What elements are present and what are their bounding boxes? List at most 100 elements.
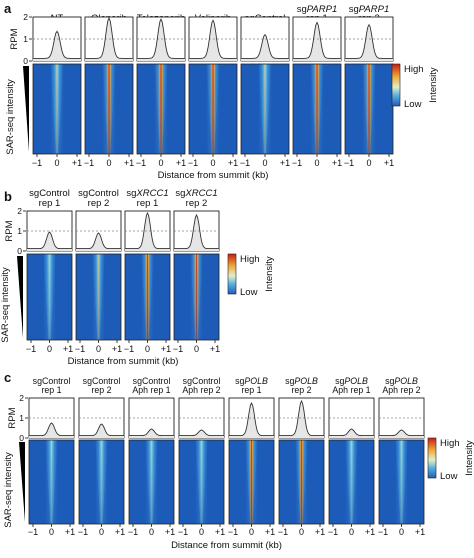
x-tick-label: 0 <box>145 344 150 354</box>
heatmap-fade <box>76 254 121 340</box>
heatmap-taper-left <box>229 440 251 524</box>
label-part: sg <box>235 376 244 386</box>
x-tick-label: +1 <box>228 158 238 168</box>
x-tick-label: −1 <box>26 344 36 354</box>
profile-area <box>137 19 185 61</box>
x-tick-label: −1 <box>240 158 250 168</box>
profile-ytick-label: 1 <box>19 413 24 423</box>
x-tick-label: 0 <box>96 344 101 354</box>
x-tick-label: +1 <box>415 527 425 537</box>
label-part: POLB <box>294 376 318 386</box>
sample-label: sgControl <box>83 376 121 386</box>
profile-ytick-label: 1 <box>23 34 28 44</box>
profile-area <box>189 20 237 61</box>
heatmap-taper-right <box>402 440 424 524</box>
profile-line <box>189 19 237 59</box>
heatmap-taper-left <box>241 64 264 154</box>
profile-line <box>27 231 72 250</box>
heatmap-fade <box>241 64 289 154</box>
heatmap-taper-left <box>137 64 160 154</box>
sar-intensity-label: SAR-seq intensity <box>5 79 16 155</box>
intensity-wedge <box>17 256 23 338</box>
sar-intensity-label: SAR-seq intensity <box>0 267 11 343</box>
x-tick-label: 0 <box>149 527 154 537</box>
profile-area <box>85 18 133 62</box>
heatmap-fade <box>29 440 74 524</box>
x-tick-label: 0 <box>314 158 319 168</box>
heatmap-taper-right <box>102 440 124 524</box>
x-tick-label: −1 <box>28 527 38 537</box>
sample-label-line2: rep 2 <box>88 198 110 209</box>
x-tick-label: 0 <box>299 527 304 537</box>
sample-label: sgPARP1 <box>297 4 338 15</box>
profile-line <box>241 33 289 59</box>
x-tick-label: 0 <box>54 158 59 168</box>
sar-intensity-label: SAR-seq intensity <box>3 452 14 528</box>
x-axis-label: Distance from summit (kb) <box>68 356 179 367</box>
sample-column: NT−10+1 <box>32 13 82 168</box>
heatmap-taper-right <box>50 254 72 340</box>
heatmap-fade <box>129 440 174 524</box>
panel-letter: a <box>4 1 12 16</box>
x-tick-label: −1 <box>278 527 288 537</box>
heatmap-taper-left <box>329 440 351 524</box>
profile-line <box>137 18 185 59</box>
heatmap-taper-right <box>197 254 219 340</box>
profile-line <box>129 428 174 437</box>
sample-label: sgControl <box>133 376 171 386</box>
x-tick-label: −1 <box>32 158 42 168</box>
sample-column: sgControl−10+1 <box>240 13 290 168</box>
heatmap-fade <box>174 254 219 340</box>
x-tick-label: 0 <box>99 527 104 537</box>
sample-label: sgPARP1 <box>349 4 390 15</box>
colorbar-low-label: Low <box>240 287 258 298</box>
profile-line <box>379 429 424 437</box>
x-tick-label: +1 <box>265 527 275 537</box>
heatmap-taper-left <box>174 254 196 340</box>
heatmap-taper-left <box>125 254 147 340</box>
heatmap-fade <box>345 64 393 154</box>
x-tick-label: −1 <box>75 344 85 354</box>
profile-ytick-label: 2 <box>23 12 28 22</box>
colorbar-low-label: Low <box>404 99 422 110</box>
x-tick-label: +1 <box>165 527 175 537</box>
x-tick-label: −1 <box>84 158 94 168</box>
colorbar-title: Intensity <box>428 67 439 103</box>
profile-line <box>33 30 81 59</box>
heatmap-fade <box>229 440 274 524</box>
heatmap-fade <box>293 64 341 154</box>
heatmap-fade <box>125 254 170 340</box>
x-tick-label: +1 <box>115 527 125 537</box>
rpm-label: RPM <box>7 407 18 428</box>
x-tick-label: −1 <box>378 527 388 537</box>
x-tick-label: −1 <box>292 158 302 168</box>
sample-label: sgControl <box>33 376 71 386</box>
x-tick-label: 0 <box>106 158 111 168</box>
sample-label-line2: Aph rep 1 <box>132 385 170 395</box>
heatmap-taper-left <box>379 440 401 524</box>
x-tick-label: +1 <box>210 344 220 354</box>
heatmap-taper-right <box>370 64 393 154</box>
profile-line <box>79 423 124 437</box>
sample-label: sgXRCC1 <box>175 188 217 199</box>
colorbar-high-label: High <box>240 254 260 265</box>
sample-label: sgPOLB <box>385 376 418 386</box>
label-part: sgControl <box>78 188 119 199</box>
rpm-label: RPM <box>9 28 20 49</box>
profile-line <box>229 401 274 437</box>
sample-label: sgXRCC1 <box>126 188 168 199</box>
x-axis-label: Distance from summit (kb) <box>158 170 269 181</box>
profile-line <box>293 21 341 59</box>
x-tick-label: 0 <box>399 527 404 537</box>
heatmap-taper-left <box>85 64 108 154</box>
label-part: POLB <box>244 376 268 386</box>
x-tick-label: −1 <box>328 527 338 537</box>
x-tick-label: −1 <box>228 527 238 537</box>
heatmap-taper-left <box>179 440 201 524</box>
heatmap-taper-right <box>152 440 174 524</box>
